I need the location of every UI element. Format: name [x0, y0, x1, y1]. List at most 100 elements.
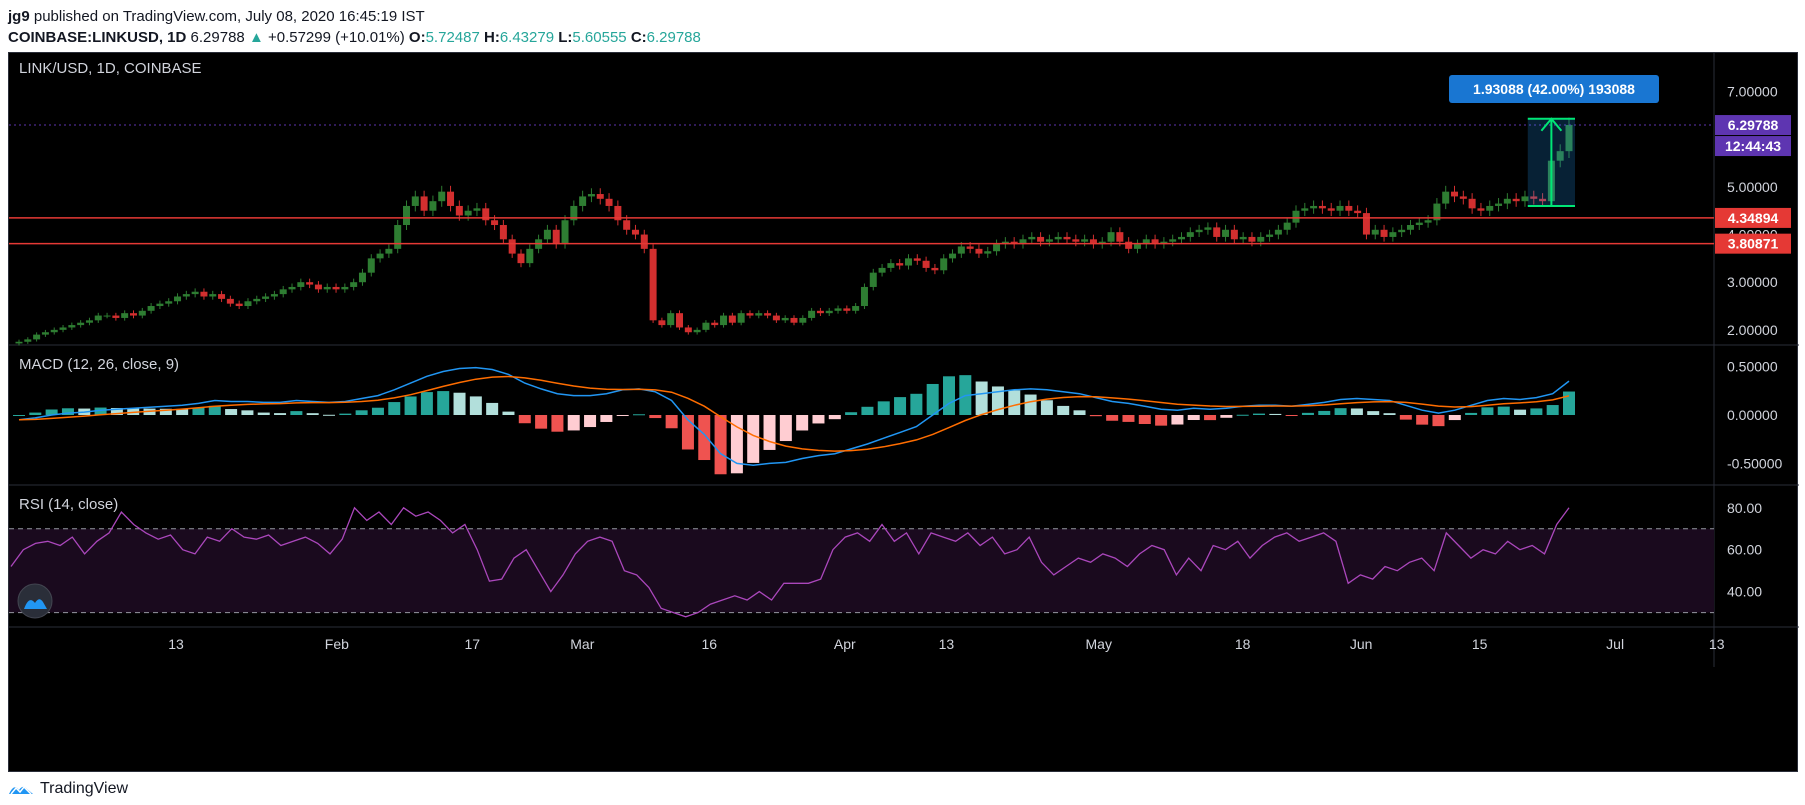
candle-body [1169, 239, 1177, 242]
candle-body [1063, 236, 1071, 240]
macd-histogram-bar [518, 415, 531, 424]
support-tag-label: 3.80871 [1728, 236, 1779, 252]
candle-body [1116, 232, 1124, 242]
candle-body [15, 341, 23, 344]
macd-histogram-bar [1399, 415, 1412, 420]
candle-body [1222, 229, 1230, 237]
rsi-tick-label: 60.00 [1727, 542, 1762, 558]
macd-histogram-bar [633, 414, 645, 416]
last-price-tag-label: 6.29788 [1728, 117, 1779, 133]
macd-histogram-bar [1301, 412, 1314, 415]
candle-body [869, 272, 877, 287]
macd-histogram-bar [1204, 415, 1217, 421]
candle-body [1257, 236, 1265, 242]
measure-arrow-head [1540, 117, 1563, 132]
x-tick-label: Mar [570, 636, 594, 652]
candle-body [896, 263, 904, 266]
macd-histogram-bar [535, 415, 548, 429]
candle-body [1468, 198, 1476, 209]
price-tick-label: 5.00000 [1727, 179, 1778, 195]
candle-body [1389, 232, 1397, 237]
price-tick-label: 3.00000 [1727, 274, 1778, 290]
candle-body [1459, 196, 1467, 199]
chart-canvas[interactable]: 13 Feb 17 Mar 16 Apr 13 May 18 Jun 15 Jul 13 LINK/USD… [9, 53, 1799, 773]
footer-brand[interactable]: TradingView [40, 779, 129, 797]
candle-body [781, 317, 789, 321]
macd-histogram-bar [943, 376, 955, 415]
macd-histogram-bar [649, 415, 662, 419]
candle-body [728, 315, 736, 323]
watermark-circle [17, 583, 53, 619]
price-tick-label: 7.00000 [1727, 84, 1778, 100]
up-arrow-icon: ▲ [248, 29, 264, 46]
candle-body [966, 246, 974, 249]
candle-body [438, 191, 446, 202]
candle-body [482, 208, 490, 221]
candle-body [270, 294, 278, 297]
candle-body [702, 322, 710, 330]
candle-body [1195, 229, 1203, 233]
macd-histogram-bar [730, 415, 743, 474]
candle-body [33, 334, 41, 340]
tradingview-logo-icon[interactable] [8, 780, 34, 798]
macd-histogram-bar [1285, 415, 1298, 416]
candle-body [984, 251, 992, 254]
candle-body [332, 286, 340, 290]
candle-body [376, 253, 384, 259]
macd-histogram-bar [404, 396, 417, 415]
macd-histogram-bar [665, 415, 678, 429]
chart-area[interactable]: 13 Feb 17 Mar 16 Apr 13 May 18 Jun 15 Jul 13 LINK/USD… [8, 52, 1799, 773]
candle-body [543, 229, 551, 240]
candle-body [350, 282, 358, 287]
candle-body [1133, 244, 1141, 249]
candle-body [1098, 241, 1106, 245]
candle-body [1160, 241, 1168, 245]
open-value: 5.72487 [425, 29, 480, 46]
author-name[interactable]: jg9 [8, 8, 30, 25]
symbol-label: COINBASE:LINKUSD, 1D [8, 29, 187, 46]
x-tick-label: 18 [1235, 636, 1251, 652]
candle-body [1292, 210, 1300, 223]
x-tick-label: 13 [168, 636, 184, 652]
candle-body [50, 329, 58, 333]
candle-body [103, 315, 111, 317]
candle-body [772, 315, 780, 321]
macd-histogram-bar [698, 415, 711, 461]
x-tick-label: Jun [1350, 636, 1373, 652]
candle-body [191, 291, 199, 295]
candle-body [174, 296, 182, 302]
candle-body [447, 191, 455, 206]
candle-body [1107, 232, 1115, 242]
candle-body [429, 201, 437, 211]
measure-label: 1.93088 (42.00%) 193088 [1473, 81, 1635, 97]
candle-body [244, 301, 252, 307]
candle-body [614, 205, 622, 221]
candle-body [1028, 236, 1036, 240]
macd-histogram-bar [894, 397, 907, 415]
candle-body [1213, 227, 1221, 237]
macd-histogram-bar [1073, 410, 1086, 415]
macd-histogram-bar [1448, 415, 1461, 421]
x-tick-label: 13 [939, 636, 955, 652]
macd-histogram-bar [502, 411, 515, 415]
macd-histogram-bar [1465, 412, 1478, 415]
macd-histogram-bar [1432, 415, 1445, 427]
candle-body [367, 258, 375, 273]
signal-line [18, 375, 1570, 452]
support-tag [1715, 207, 1791, 228]
candle-body [1081, 239, 1089, 242]
last-price-tag [1715, 115, 1791, 136]
candle-body [561, 220, 569, 245]
candle-body [720, 315, 728, 326]
macd-histogram-bar [1008, 390, 1021, 415]
candle-body [77, 322, 85, 326]
macd-histogram-bar [420, 392, 433, 415]
macd-histogram-bar [192, 407, 205, 415]
x-tick-label: Feb [325, 636, 349, 652]
candle-body [1204, 227, 1212, 230]
macd-histogram-bar [845, 412, 858, 415]
candle-body [993, 244, 1001, 252]
macd-histogram-bar [616, 415, 629, 416]
candle-body [279, 289, 287, 295]
candle-body [1424, 220, 1432, 223]
